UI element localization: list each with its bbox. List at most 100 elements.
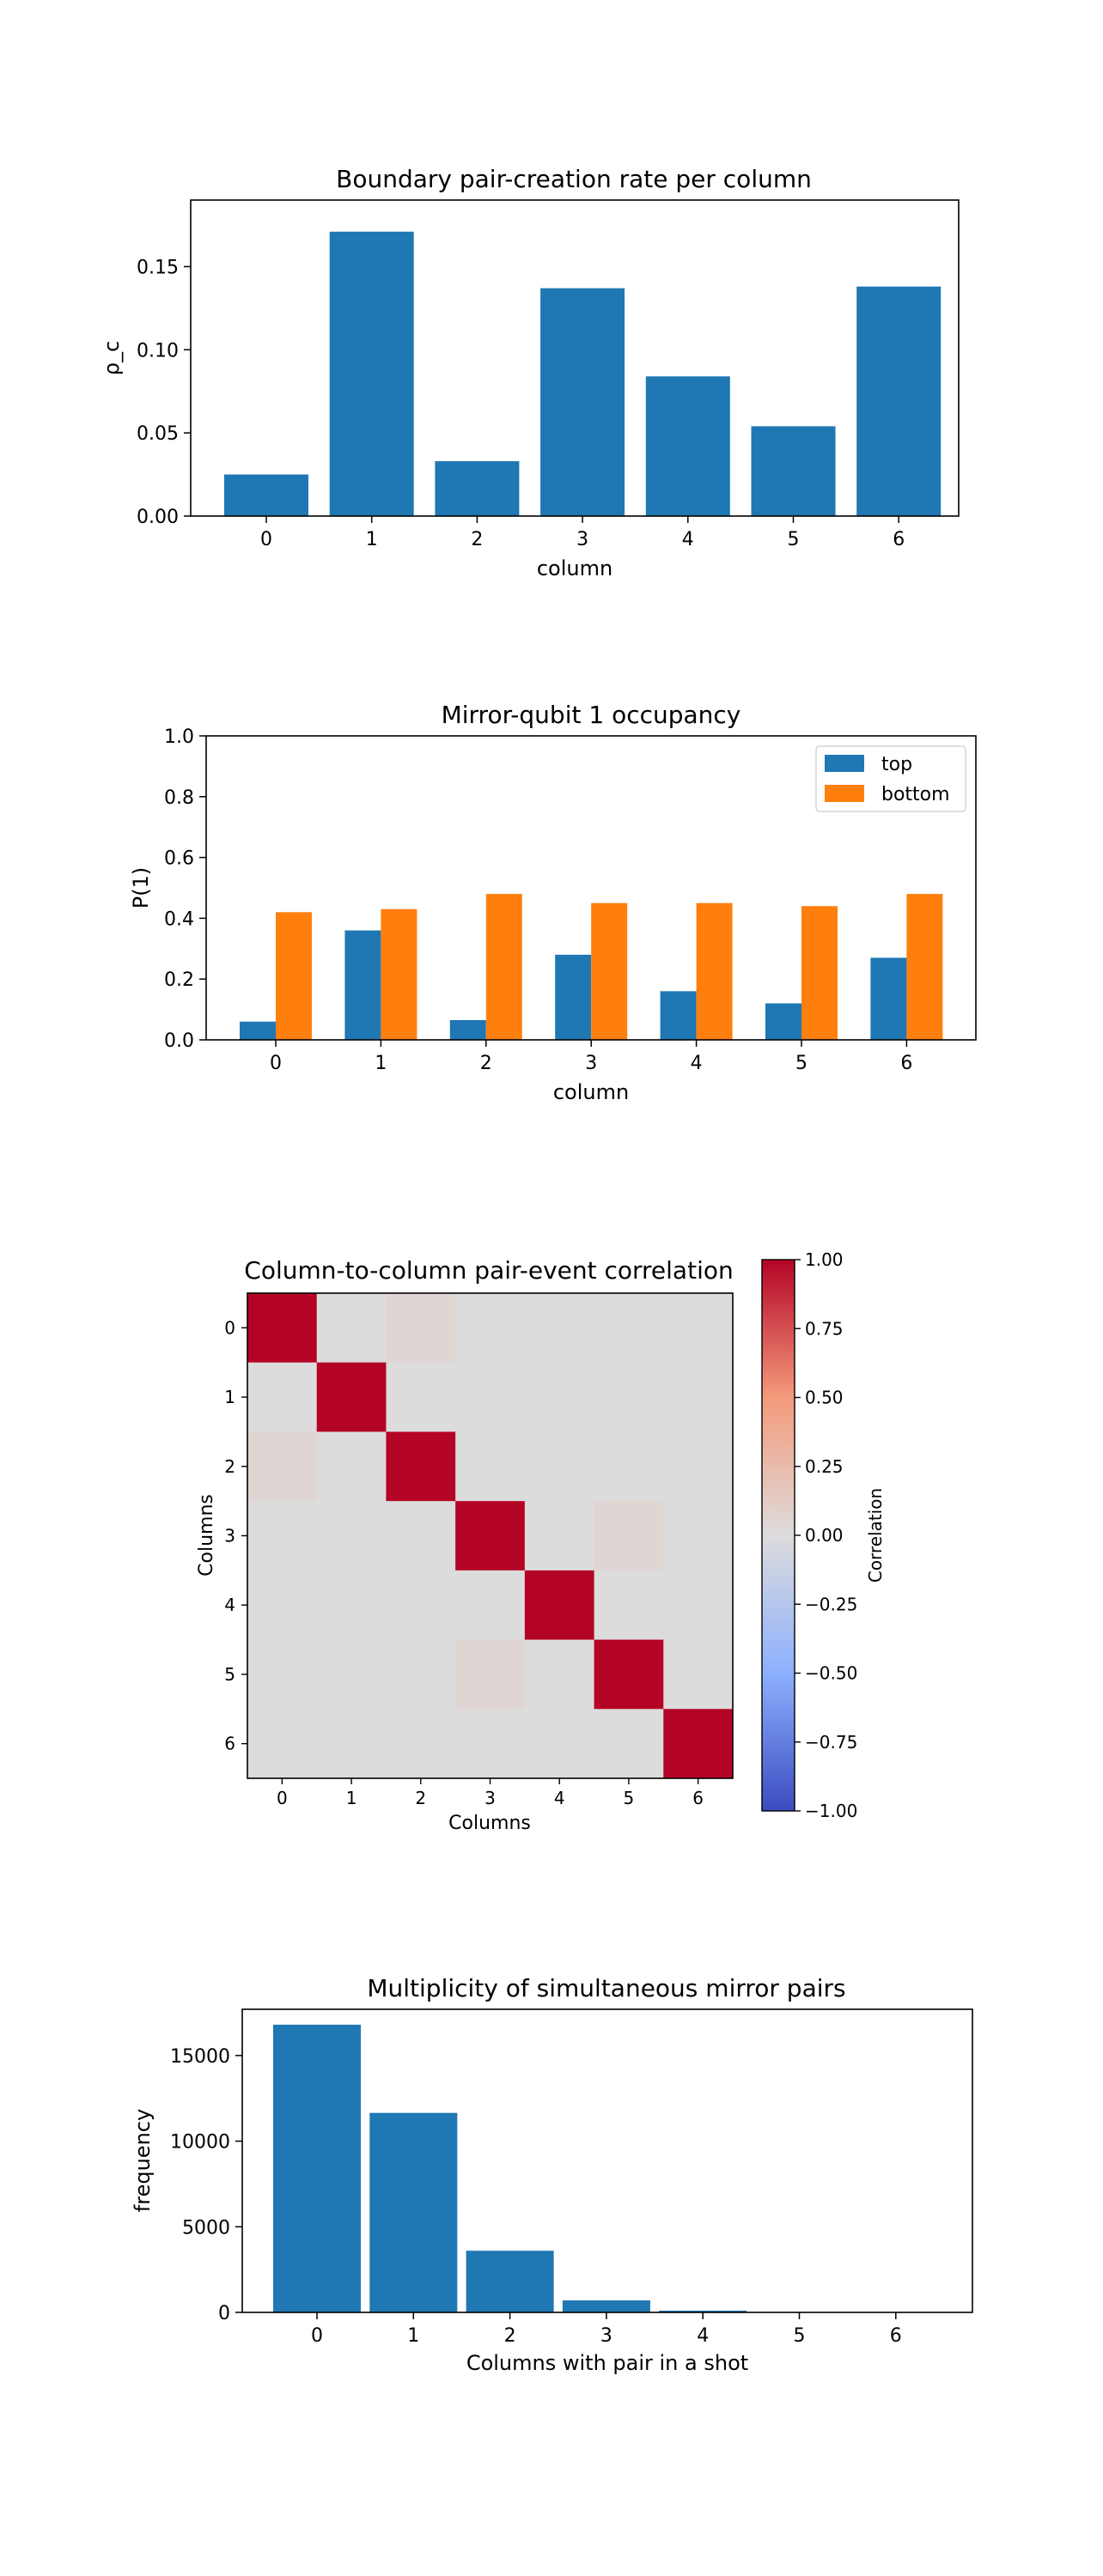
heatmap-cell	[247, 1570, 318, 1641]
heatmap-cell	[524, 1362, 595, 1432]
heatmap-y-ticks: 0 1 2 3 4 5 6	[224, 1317, 247, 1754]
y-tick-label: 0.05	[137, 423, 179, 445]
heatmap-cell	[524, 1293, 595, 1364]
chart4-y-label: frequency	[131, 2109, 155, 2212]
chart2-legend: top bottom	[815, 745, 966, 812]
pair-creation-rate-chart: Boundary pair-creation rate per column 0…	[100, 165, 960, 580]
chart2-bars	[240, 894, 943, 1040]
chart2-x-label: column	[553, 1080, 629, 1104]
chart1-y-label: ρ_c	[100, 341, 124, 375]
legend-swatch-top	[825, 755, 864, 772]
x-tick-label: 6	[900, 1053, 912, 1074]
x-tick-label: 1	[346, 1788, 357, 1808]
y-tick-label: 0.0	[164, 1030, 194, 1052]
x-tick-label: 4	[554, 1788, 565, 1808]
y-tick-label: 3	[224, 1526, 235, 1546]
chart4-x-label: Columns with pair in a shot	[466, 2351, 748, 2375]
bar-top-1	[344, 930, 381, 1040]
heatmap-cell	[524, 1709, 595, 1779]
heatmap-cell	[524, 1570, 595, 1641]
bar-bottom-3	[591, 902, 628, 1040]
bar-bottom-5	[801, 906, 838, 1040]
heatmap-cell	[316, 1570, 387, 1641]
x-tick-label: 1	[375, 1053, 387, 1074]
x-tick-label: 2	[471, 529, 483, 550]
heatmap-cell	[594, 1362, 664, 1432]
y-tick-label: 0	[218, 2303, 230, 2324]
y-tick-label: 0.2	[164, 969, 194, 991]
y-tick-label: 5	[224, 1664, 235, 1685]
heatmap-cell	[386, 1709, 456, 1779]
x-tick-label: 6	[893, 529, 905, 550]
heatmap-cell	[247, 1362, 318, 1432]
heatmap-cell	[594, 1501, 664, 1571]
x-tick-label: 5	[788, 529, 800, 550]
colorbar	[761, 1259, 795, 1812]
y-tick-label: 0.4	[164, 908, 194, 930]
chart1-title: Boundary pair-creation rate per column	[336, 165, 812, 193]
chart4-y-ticks: 0 5000 10000 15000	[170, 2046, 242, 2324]
colorbar-ticks: 1.00 0.75 0.50 0.25 0.00 −0.25 −0.50 −0.75 −1.00	[795, 1249, 857, 1821]
y-tick-label: 1	[224, 1387, 235, 1407]
x-tick-label: 0	[270, 1053, 282, 1074]
legend-label-bottom: bottom	[881, 784, 950, 805]
y-tick-label: 5000	[182, 2217, 230, 2239]
multiplicity-chart: Multiplicity of simultaneous mirror pair…	[131, 1974, 973, 2375]
heatmap-cell	[455, 1639, 526, 1710]
heatmap-cell	[316, 1709, 387, 1779]
y-tick-label: 0.15	[137, 257, 179, 278]
legend-swatch-bottom	[825, 785, 864, 802]
bar-top-5	[765, 1003, 801, 1040]
heatmap-cell	[663, 1501, 734, 1571]
heatmap-cell	[663, 1362, 734, 1432]
colorbar-tick-label: 0.25	[805, 1456, 844, 1477]
x-tick-label: 1	[407, 2325, 419, 2347]
bar-4	[659, 2311, 747, 2312]
heatmap-cell	[316, 1293, 387, 1364]
heatmap-cell	[524, 1431, 595, 1502]
correlation-heatmap-chart: Column-to-column pair-event correlation …	[196, 1249, 886, 1834]
heatmap-cell	[455, 1362, 526, 1432]
x-tick-label: 2	[415, 1788, 426, 1808]
chart2-y-ticks: 0.0 0.2 0.4 0.6 0.8 1.0	[164, 726, 206, 1052]
bar-bottom-2	[485, 894, 522, 1040]
chart1-bars	[224, 231, 942, 516]
y-tick-label: 6	[224, 1734, 235, 1754]
heatmap-cell	[316, 1639, 387, 1710]
bar-bottom-6	[906, 894, 943, 1040]
heatmap-x-label: Columns	[448, 1813, 531, 1834]
y-tick-label: 4	[224, 1595, 235, 1615]
x-tick-label: 3	[600, 2325, 612, 2347]
chart4-axes-frame	[241, 2008, 973, 2313]
chart4-title: Multiplicity of simultaneous mirror pair…	[367, 1974, 845, 2002]
heatmap-cell	[316, 1501, 387, 1571]
heatmap-cells	[247, 1293, 734, 1779]
x-tick-label: 0	[260, 529, 272, 550]
heatmap-cell	[594, 1570, 664, 1641]
colorbar-label: Correlation	[865, 1488, 886, 1583]
colorbar-tick-label: 0.00	[805, 1525, 844, 1546]
heatmap-cell	[663, 1709, 734, 1779]
y-tick-label: 1.0	[164, 726, 194, 748]
chart2-title: Mirror-qubit 1 occupancy	[442, 701, 741, 729]
colorbar-tick-label: −0.25	[805, 1594, 857, 1614]
chart4-x-ticks: 0 1 2 3 4 5 6	[311, 2312, 902, 2347]
heatmap-cell	[455, 1709, 526, 1779]
y-tick-label: 0.10	[137, 340, 179, 361]
y-tick-label: 15000	[170, 2046, 230, 2068]
x-tick-label: 5	[795, 1053, 807, 1074]
heatmap-cell	[386, 1293, 456, 1364]
x-tick-label: 0	[311, 2325, 323, 2347]
bar-2	[466, 2251, 554, 2312]
x-tick-label: 4	[682, 529, 694, 550]
x-tick-label: 1	[366, 529, 378, 550]
bar-2	[435, 461, 520, 516]
heatmap-cell	[455, 1431, 526, 1502]
heatmap-cell	[386, 1431, 456, 1502]
bar-bottom-0	[276, 912, 312, 1040]
x-tick-label: 6	[692, 1788, 704, 1808]
bar-top-2	[449, 1019, 486, 1040]
bar-bottom-4	[696, 902, 733, 1040]
